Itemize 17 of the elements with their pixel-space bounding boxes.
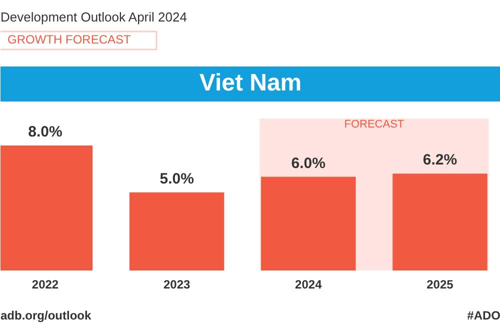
text: #ADO [467, 308, 500, 322]
data-label: 5.0% [160, 170, 194, 188]
bar [392, 174, 488, 270]
text: adb.org/outlook [0, 308, 92, 322]
text: Development Outlook April 2024 [0, 10, 187, 24]
bar [261, 176, 356, 270]
data-label: 6.2% [422, 152, 458, 169]
chart-subtitle: GROWTH FORECAST [8, 32, 132, 46]
band-label: FORECAST [344, 118, 404, 130]
chart-title: Viet Nam [199, 70, 302, 96]
data-label: 8.0% [28, 124, 62, 140]
x-tick-label: 2022 [32, 278, 59, 292]
x-tick-label: 2024 [295, 278, 322, 292]
x-tick-label: 2023 [163, 278, 190, 292]
bar [129, 192, 224, 270]
data-label: 6.0% [291, 154, 326, 172]
x-tick-label: 2025 [426, 278, 454, 292]
